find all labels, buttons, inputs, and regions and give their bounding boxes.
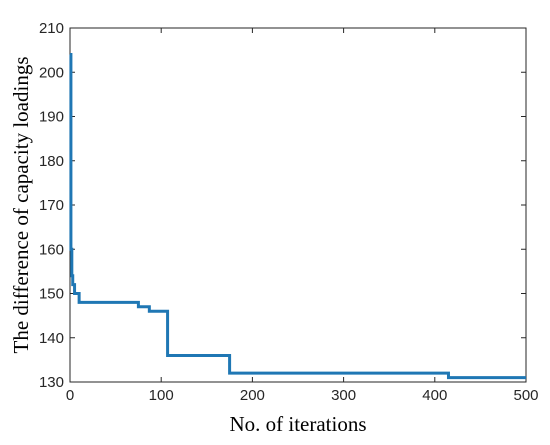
series-line-0 xyxy=(69,53,526,380)
axis-ticks xyxy=(69,27,527,383)
y-tick-label: 170 xyxy=(39,197,64,214)
x-tick-label: 0 xyxy=(66,387,74,404)
y-tick-label: 200 xyxy=(39,64,64,81)
y-tick-label: 210 xyxy=(39,20,64,37)
plot-area xyxy=(69,27,527,383)
x-tick-labels: 0 100 200 300 400 500 xyxy=(66,387,539,404)
y-tick-label: 160 xyxy=(39,241,64,258)
x-tick-label: 300 xyxy=(331,387,356,404)
y-tick-label: 180 xyxy=(39,153,64,170)
y-tick-label: 150 xyxy=(39,286,64,303)
y-axis-title: The difference of capacity loadings xyxy=(9,57,33,354)
y-tick-label: 130 xyxy=(39,374,64,391)
x-axis-title: No. of iterations xyxy=(229,412,366,436)
x-tick-label: 100 xyxy=(149,387,174,404)
series-lines xyxy=(69,53,526,380)
y-tick-label: 190 xyxy=(39,109,64,126)
y-tick-label: 140 xyxy=(39,330,64,347)
x-tick-label: 400 xyxy=(422,387,447,404)
y-tick-labels: 130 140 150 160 170 180 190 200 210 xyxy=(39,20,64,391)
x-tick-label: 500 xyxy=(513,387,538,404)
x-tick-label: 200 xyxy=(240,387,265,404)
